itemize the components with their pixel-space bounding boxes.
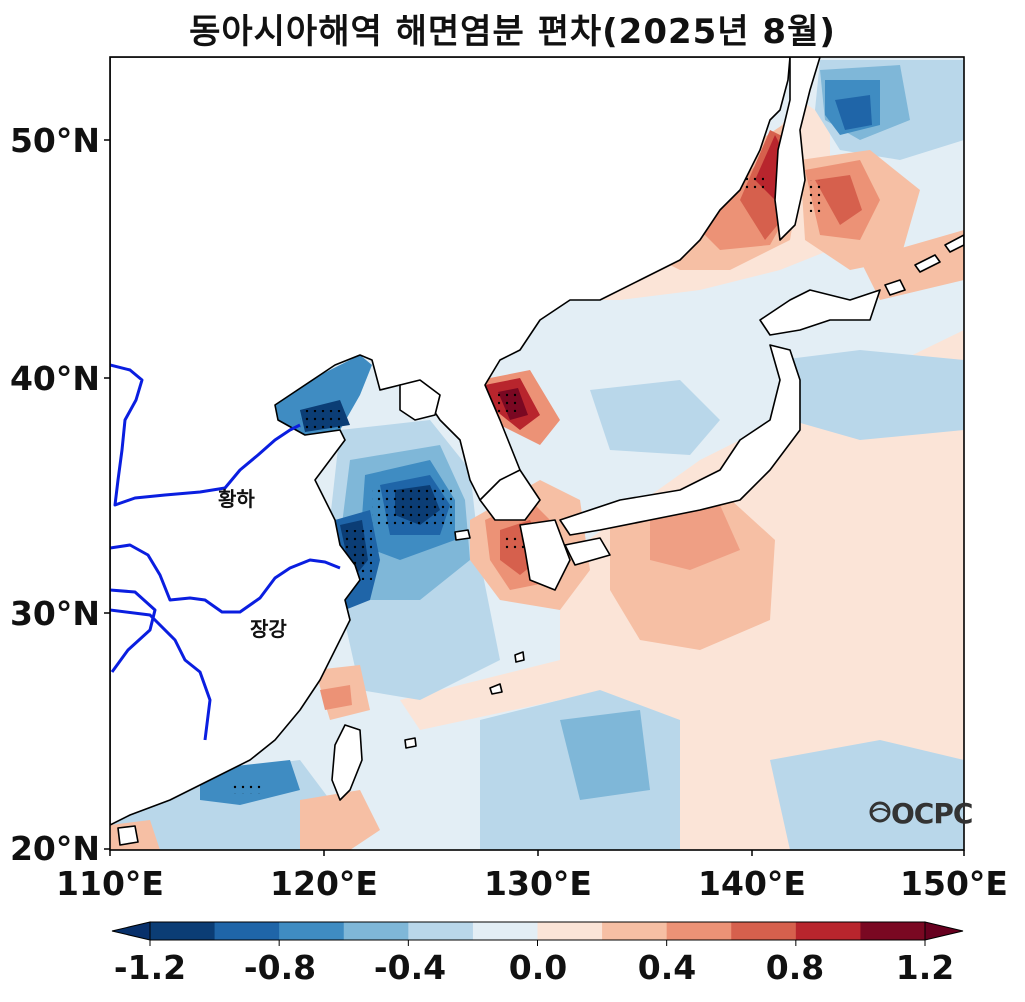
lon-label-140e: 140°E: [698, 864, 806, 903]
map-frame: [109, 56, 965, 851]
colorbar-tick-label-n0.4: -0.4: [373, 948, 447, 987]
colorbar: [111, 921, 964, 946]
yangtze-river-label: 장강: [250, 617, 287, 641]
yangtze-tributary-2: [110, 608, 212, 741]
yangtze-river: [110, 543, 341, 614]
lat-label-50n: 50°N: [9, 121, 100, 160]
colorbar-segment: [860, 922, 926, 940]
colorbar-tick-label-0.8: 0.8: [765, 948, 825, 987]
colorbar-segment: [537, 922, 603, 940]
map-title: 동아시아해역 해면염분 편차(2025년 8월): [189, 12, 836, 52]
yellow-river-label: 황하: [218, 487, 255, 511]
colorbar-segment: [214, 922, 280, 940]
colorbar-over-arrow: [924, 921, 964, 941]
axis-ticks: [104, 139, 965, 856]
lon-label-130e: 130°E: [484, 864, 592, 903]
colorbar-tick-label-1.2: 1.2: [895, 948, 955, 987]
lat-label-40n: 40°N: [9, 359, 100, 398]
colorbar-segment: [731, 922, 797, 940]
colorbar-segment: [150, 922, 216, 940]
lon-label-120e: 120°E: [270, 864, 378, 903]
land-masses: [110, 57, 964, 846]
rivers: [110, 363, 341, 741]
yellow-river: [110, 363, 301, 507]
colorbar-segment: [666, 922, 732, 940]
colorbar-segment: [795, 922, 861, 940]
colorbar-segment: [279, 922, 345, 940]
lon-label-110e: 110°E: [56, 864, 164, 903]
colorbar-tick-label-n0.8: -0.8: [243, 948, 317, 987]
colorbar-segment: [408, 922, 474, 940]
colorbar-tick-label-0.0: 0.0: [508, 948, 568, 987]
colorbar-under-arrow: [111, 921, 151, 941]
colorbar-segment: [343, 922, 409, 940]
ocpc-logo-text: OCPC: [891, 797, 972, 830]
colorbar-segment: [602, 922, 668, 940]
colorbar-tick-label-0.4: 0.4: [637, 948, 697, 987]
lat-label-30n: 30°N: [9, 594, 100, 633]
ocpc-logo: OCPC: [869, 797, 973, 830]
yangtze-tributary: [110, 588, 157, 673]
lat-label-20n: 20°N: [9, 829, 100, 868]
colorbar-tick-label-n1.2: -1.2: [113, 948, 187, 987]
lon-label-150e: 150°E: [900, 864, 1008, 903]
colorbar-segment: [472, 922, 538, 940]
